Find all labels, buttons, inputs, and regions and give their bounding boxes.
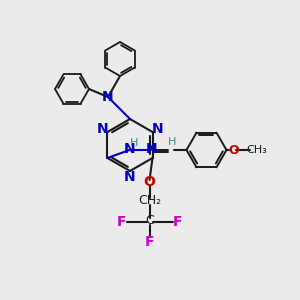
Text: N: N <box>146 142 157 156</box>
Text: N: N <box>152 122 164 136</box>
Text: O: O <box>228 143 239 157</box>
Text: N: N <box>97 122 108 136</box>
Text: N: N <box>102 90 114 104</box>
Text: F: F <box>173 215 182 229</box>
Text: C: C <box>145 214 154 226</box>
Text: N: N <box>124 142 135 156</box>
Text: H: H <box>130 138 139 148</box>
Text: F: F <box>145 235 154 249</box>
Text: CH₂: CH₂ <box>138 194 161 206</box>
Text: H: H <box>168 137 177 147</box>
Text: O: O <box>144 175 155 189</box>
Text: CH₃: CH₃ <box>246 145 267 155</box>
Text: N: N <box>124 170 136 184</box>
Text: F: F <box>117 215 126 229</box>
